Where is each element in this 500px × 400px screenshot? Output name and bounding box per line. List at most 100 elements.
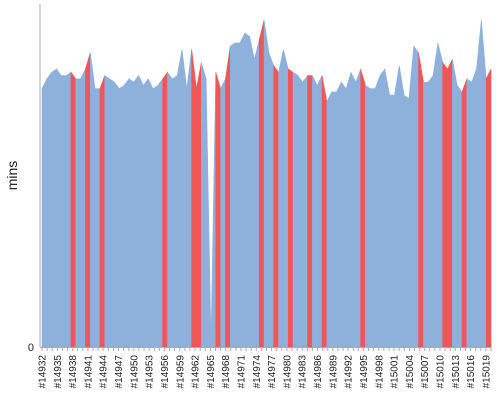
area-segment-highlight bbox=[360, 68, 366, 348]
area-segment-highlight bbox=[447, 59, 453, 348]
x-tick-label: #14998 bbox=[374, 355, 385, 389]
area-segment bbox=[123, 77, 130, 348]
area-segment bbox=[229, 42, 236, 348]
area-segment bbox=[157, 77, 163, 348]
area-segment bbox=[452, 59, 458, 348]
area-segment bbox=[413, 45, 419, 348]
area-segment bbox=[437, 42, 444, 348]
area-segment bbox=[365, 84, 371, 348]
x-tick-label: #14944 bbox=[99, 355, 110, 389]
area-segment bbox=[152, 84, 159, 348]
x-tick-label: #14983 bbox=[298, 355, 309, 389]
y-tick-label-zero: 0 bbox=[28, 342, 34, 354]
area-segment bbox=[336, 81, 342, 348]
x-tick-label: #14992 bbox=[344, 355, 355, 389]
series-layer bbox=[41, 19, 492, 348]
area-segment bbox=[355, 68, 361, 348]
area-segment-highlight bbox=[287, 68, 294, 348]
x-tick-label: #15016 bbox=[466, 355, 477, 389]
area-segment-highlight bbox=[99, 75, 106, 348]
x-tick-label: #14941 bbox=[83, 355, 94, 389]
area-segment bbox=[379, 68, 386, 348]
x-tick-label: #14968 bbox=[221, 355, 232, 389]
x-tick-label: #14971 bbox=[236, 355, 247, 389]
x-tick-label: #14980 bbox=[282, 355, 293, 389]
x-tick-label: #14938 bbox=[68, 355, 79, 389]
area-segment-highlight bbox=[70, 71, 77, 348]
area-segment bbox=[220, 78, 226, 348]
area-segment bbox=[408, 46, 415, 348]
area-segment bbox=[201, 62, 207, 348]
area-segment-highlight bbox=[225, 46, 231, 348]
area-segment bbox=[104, 75, 110, 348]
area-segment bbox=[278, 49, 284, 348]
area-segment bbox=[297, 74, 304, 348]
area-segment-highlight bbox=[442, 61, 448, 348]
x-tick-label: #15010 bbox=[435, 355, 446, 389]
area-segment bbox=[456, 84, 463, 348]
area-segment bbox=[283, 49, 289, 348]
area-segment bbox=[128, 78, 135, 348]
x-tick-label: #14956 bbox=[160, 355, 171, 389]
area-segment bbox=[471, 68, 477, 348]
area-segment bbox=[302, 74, 308, 348]
x-tick-label: #14959 bbox=[175, 355, 186, 389]
area-segment-highlight bbox=[461, 78, 468, 348]
area-segment bbox=[56, 68, 62, 348]
area-segment-highlight bbox=[273, 64, 279, 348]
area-segment bbox=[403, 94, 410, 348]
area-segment bbox=[374, 75, 381, 348]
x-tick-label: #15013 bbox=[451, 355, 462, 389]
area-segment bbox=[331, 91, 337, 348]
area-segment bbox=[147, 78, 154, 348]
area-segment bbox=[89, 52, 96, 348]
area-segment bbox=[181, 49, 188, 348]
x-tick-label: #15007 bbox=[420, 355, 431, 389]
area-segment bbox=[394, 65, 400, 348]
area-segment-highlight bbox=[258, 19, 265, 348]
area-segment bbox=[186, 49, 192, 348]
x-tick-label: #14974 bbox=[252, 355, 263, 389]
area-segment bbox=[118, 84, 125, 348]
area-segment bbox=[268, 52, 275, 348]
area-segment-highlight bbox=[485, 68, 492, 348]
area-segment bbox=[432, 42, 439, 348]
area-segment bbox=[239, 32, 246, 348]
area-segment bbox=[249, 36, 255, 348]
area-segment bbox=[143, 77, 149, 348]
area-segment bbox=[244, 32, 250, 348]
area-segment bbox=[41, 78, 48, 348]
area-segment bbox=[389, 94, 395, 348]
area-segment-highlight bbox=[191, 49, 197, 348]
area-segment bbox=[75, 78, 81, 348]
area-segment bbox=[254, 39, 260, 348]
y-axis-title: mins bbox=[4, 161, 20, 191]
area-segment bbox=[466, 78, 472, 348]
area-segment bbox=[80, 68, 86, 348]
x-tick-label: #14935 bbox=[53, 355, 64, 389]
area-segment bbox=[423, 81, 429, 348]
area-segment bbox=[133, 74, 139, 348]
area-segment-highlight bbox=[321, 75, 328, 348]
area-segment bbox=[138, 75, 144, 348]
area-segment bbox=[210, 72, 217, 348]
area-segment-highlight bbox=[162, 71, 168, 348]
area-segment bbox=[476, 19, 482, 348]
area-segment bbox=[65, 71, 72, 348]
x-tick-label: #15019 bbox=[481, 355, 492, 389]
x-tick-label: #14977 bbox=[267, 355, 278, 389]
area-segment-highlight bbox=[307, 75, 313, 348]
area-segment bbox=[61, 75, 67, 348]
area-segment bbox=[398, 65, 405, 348]
area-segment bbox=[46, 71, 52, 348]
x-tick-label: #14932 bbox=[38, 355, 49, 389]
area-segment-highlight bbox=[215, 72, 221, 348]
area-segment bbox=[263, 19, 270, 348]
area-segment bbox=[481, 19, 487, 348]
area-segment bbox=[51, 68, 57, 348]
area-segment bbox=[316, 75, 323, 348]
x-tick-label: #15004 bbox=[405, 355, 416, 389]
x-tick-label: #14950 bbox=[129, 355, 140, 389]
x-tick-label: #15001 bbox=[390, 355, 401, 389]
